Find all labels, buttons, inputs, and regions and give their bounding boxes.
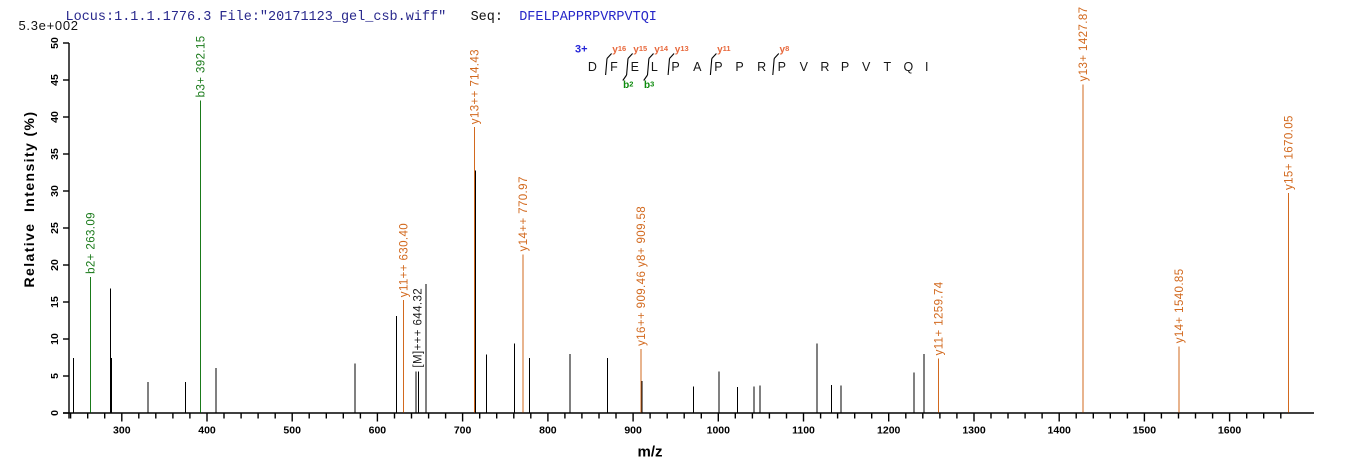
svg-text:[M]+++ 644.32: [M]+++ 644.32 [413,288,425,368]
svg-text:R: R [820,60,829,74]
svg-text:P: P [778,60,786,74]
svg-text:y16++ 909.46 y8+ 909.58: y16++ 909.46 y8+ 909.58 [636,206,648,346]
svg-text:P: P [671,60,679,74]
svg-text:F: F [610,60,618,74]
svg-text:y16: y16 [612,44,626,56]
svg-text:1600: 1600 [1218,424,1242,436]
svg-text:y13++ 714.43: y13++ 714.43 [470,49,482,124]
svg-text:500: 500 [283,424,301,436]
svg-text:Locus:1.1.1.1776.3 File:"20171: Locus:1.1.1.1776.3 File:"20171123_gel_cs… [66,10,657,25]
svg-text:1300: 1300 [962,424,986,436]
svg-text:y15: y15 [633,44,647,56]
svg-text:1500: 1500 [1133,424,1157,436]
svg-text:20: 20 [49,259,61,271]
svg-text:m/z: m/z [637,444,662,461]
svg-text:Relative Intensity (%): Relative Intensity (%) [21,111,37,288]
svg-text:25: 25 [49,222,61,234]
svg-text:400: 400 [198,424,216,436]
svg-text:y14: y14 [654,44,669,56]
svg-text:y11+ 1259.74: y11+ 1259.74 [933,281,945,355]
svg-text:b2+ 263.09: b2+ 263.09 [86,212,98,274]
svg-text:R: R [757,60,766,74]
svg-text:D: D [588,60,597,74]
svg-text:b3+ 392.15: b3+ 392.15 [196,35,208,97]
svg-text:40: 40 [49,111,61,123]
svg-text:15: 15 [49,296,61,308]
svg-text:900: 900 [624,424,642,436]
svg-text:800: 800 [539,424,557,436]
svg-text:1400: 1400 [1048,424,1072,436]
svg-text:A: A [693,60,702,74]
svg-text:35: 35 [49,148,61,160]
svg-text:1100: 1100 [792,424,815,436]
svg-text:y15+ 1670.05: y15+ 1670.05 [1283,115,1295,190]
svg-text:P: P [735,60,743,74]
svg-text:b3: b3 [644,80,654,92]
svg-text:V: V [862,60,871,74]
svg-text:3+: 3+ [575,43,588,55]
svg-text:T: T [883,60,891,74]
svg-text:P: P [714,60,722,74]
svg-text:30: 30 [49,185,61,197]
svg-text:y14++ 770.97: y14++ 770.97 [518,176,530,251]
svg-text:y13+ 1427.87: y13+ 1427.87 [1078,7,1090,82]
svg-text:45: 45 [49,74,61,86]
svg-text:5: 5 [49,373,61,379]
svg-text:Q: Q [904,60,914,74]
svg-text:y14+ 1540.85: y14+ 1540.85 [1174,268,1186,343]
svg-text:I: I [925,60,928,74]
svg-text:50: 50 [49,37,61,49]
svg-text:5.3e+002: 5.3e+002 [19,18,79,33]
svg-text:P: P [841,60,849,74]
svg-text:y11: y11 [717,44,731,56]
svg-text:b2: b2 [623,80,633,92]
svg-text:y13: y13 [675,44,689,56]
svg-text:E: E [631,60,639,74]
svg-text:L: L [651,60,658,74]
svg-text:300: 300 [113,424,131,436]
svg-text:600: 600 [369,424,387,436]
svg-text:y11++ 630.40: y11++ 630.40 [398,223,410,297]
svg-text:1000: 1000 [707,424,731,436]
svg-text:y8: y8 [780,44,790,56]
svg-text:1200: 1200 [877,424,901,436]
svg-text:0: 0 [49,410,61,416]
svg-text:V: V [800,60,809,74]
svg-text:700: 700 [454,424,472,436]
svg-text:10: 10 [49,333,61,345]
